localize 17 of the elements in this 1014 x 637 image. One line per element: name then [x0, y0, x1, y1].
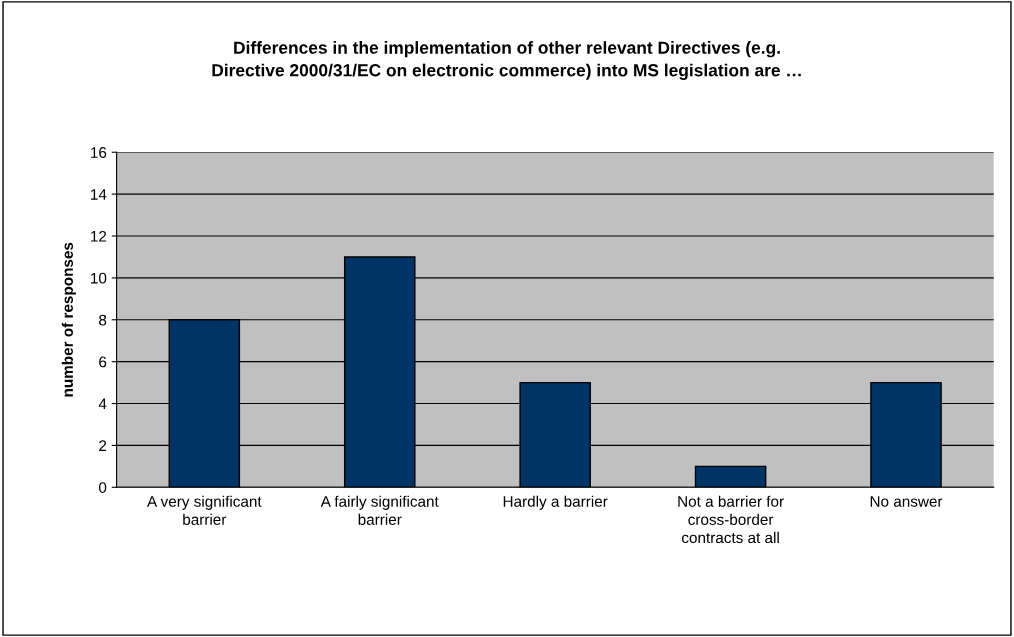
x-tick-label: A fairly significant barrier — [320, 495, 439, 525]
bar — [694, 465, 767, 488]
y-axis-title: number of responses — [61, 242, 77, 397]
y-tick-label: 6 — [99, 356, 107, 368]
y-tick-label: 8 — [99, 314, 107, 326]
y-tick-label: 10 — [91, 272, 107, 284]
y-tick-label: 4 — [98, 398, 107, 410]
y-tick-label: 16 — [91, 147, 107, 158]
y-tick-label: 12 — [91, 230, 107, 242]
x-tick-label: Hardly a barrier — [503, 495, 608, 510]
x-tick-label: No answer — [870, 496, 943, 507]
y-tick-label: 2 — [99, 440, 107, 451]
x-tick-label: A very significant barrier — [147, 495, 262, 525]
y-tick-label: 0 — [98, 482, 107, 493]
x-tick-label: Not a barrier for cross-border contracts at all — [678, 495, 784, 544]
chart-title: Differences in the implementation of other relevant Directives (e.g. Directive 2000/31/EC on electronic commerce) into MS legislation are … — [212, 41, 801, 80]
y-tick-label: 14 — [91, 189, 107, 200]
